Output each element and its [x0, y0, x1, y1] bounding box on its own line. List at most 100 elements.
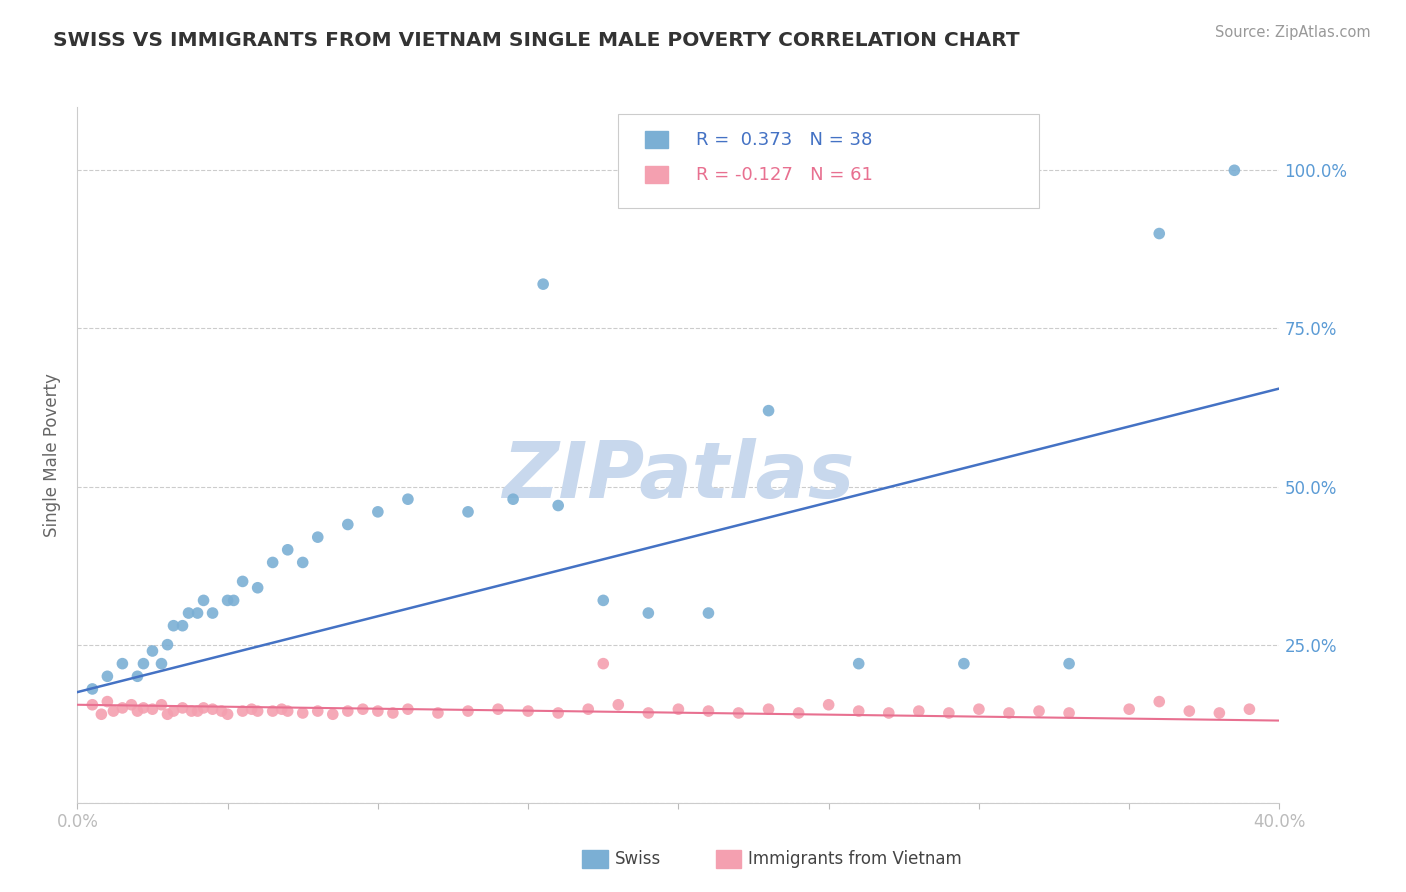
Text: Source: ZipAtlas.com: Source: ZipAtlas.com: [1215, 25, 1371, 40]
Point: [262, 704, 284, 718]
Point: [457, 505, 479, 519]
Point: [96, 695, 118, 709]
Point: [180, 704, 202, 718]
Point: [1178, 704, 1201, 718]
Point: [141, 644, 163, 658]
Text: ZIPatlas: ZIPatlas: [502, 438, 855, 514]
Point: [592, 593, 614, 607]
Point: [217, 593, 239, 607]
Point: [1239, 702, 1261, 716]
Point: [1149, 227, 1171, 241]
Point: [322, 707, 344, 722]
Point: [177, 606, 200, 620]
Text: R = -0.127   N = 61: R = -0.127 N = 61: [696, 166, 873, 184]
Point: [187, 606, 209, 620]
Point: [517, 704, 540, 718]
Point: [307, 530, 329, 544]
Point: [998, 706, 1021, 720]
Point: [162, 618, 184, 632]
Point: [82, 681, 104, 696]
Point: [576, 702, 599, 716]
Point: [132, 657, 155, 671]
Point: [172, 618, 194, 632]
Point: [953, 657, 976, 671]
Point: [291, 706, 314, 720]
Point: [637, 606, 659, 620]
Point: [592, 657, 614, 671]
Point: [222, 593, 245, 607]
Point: [211, 704, 233, 718]
Point: [848, 704, 870, 718]
Point: [758, 403, 780, 417]
Point: [352, 702, 374, 716]
Point: [120, 698, 142, 712]
FancyBboxPatch shape: [645, 166, 668, 183]
Point: [547, 706, 569, 720]
Point: [457, 704, 479, 718]
Point: [336, 704, 359, 718]
Point: [217, 707, 239, 722]
Point: [201, 702, 224, 716]
Point: [817, 698, 839, 712]
Point: [96, 669, 118, 683]
Point: [367, 704, 389, 718]
Point: [127, 704, 149, 718]
Text: Immigrants from Vietnam: Immigrants from Vietnam: [748, 850, 962, 868]
Point: [336, 517, 359, 532]
Point: [697, 606, 720, 620]
Point: [240, 702, 263, 716]
Point: [141, 702, 163, 716]
Point: [193, 701, 215, 715]
Point: [291, 556, 314, 570]
Point: [246, 704, 269, 718]
Text: R =  0.373   N = 38: R = 0.373 N = 38: [696, 131, 873, 149]
Point: [1208, 706, 1230, 720]
Point: [787, 706, 810, 720]
Point: [697, 704, 720, 718]
Point: [381, 706, 404, 720]
Point: [427, 706, 450, 720]
Point: [156, 638, 179, 652]
Point: [162, 704, 184, 718]
Point: [908, 704, 931, 718]
Point: [150, 657, 173, 671]
Text: Swiss: Swiss: [614, 850, 661, 868]
Y-axis label: Single Male Poverty: Single Male Poverty: [44, 373, 62, 537]
Point: [132, 701, 155, 715]
Point: [277, 542, 299, 557]
Point: [396, 492, 419, 507]
Point: [877, 706, 900, 720]
Point: [486, 702, 509, 716]
Point: [270, 702, 292, 716]
Point: [187, 704, 209, 718]
Point: [111, 701, 134, 715]
Point: [82, 698, 104, 712]
Point: [1149, 695, 1171, 709]
Point: [1223, 163, 1246, 178]
Point: [1057, 657, 1080, 671]
Point: [1028, 704, 1050, 718]
Point: [1057, 706, 1080, 720]
Point: [531, 277, 554, 292]
Point: [637, 706, 659, 720]
Point: [848, 657, 870, 671]
Point: [502, 492, 524, 507]
Point: [307, 704, 329, 718]
Point: [150, 698, 173, 712]
Point: [547, 499, 569, 513]
Point: [396, 702, 419, 716]
Point: [103, 704, 125, 718]
FancyBboxPatch shape: [645, 131, 668, 148]
Point: [758, 702, 780, 716]
Point: [967, 702, 990, 716]
Point: [232, 704, 254, 718]
Point: [127, 669, 149, 683]
Point: [201, 606, 224, 620]
Point: [246, 581, 269, 595]
Point: [727, 706, 749, 720]
Point: [90, 707, 112, 722]
Point: [938, 706, 960, 720]
Point: [262, 556, 284, 570]
Point: [193, 593, 215, 607]
Point: [111, 657, 134, 671]
